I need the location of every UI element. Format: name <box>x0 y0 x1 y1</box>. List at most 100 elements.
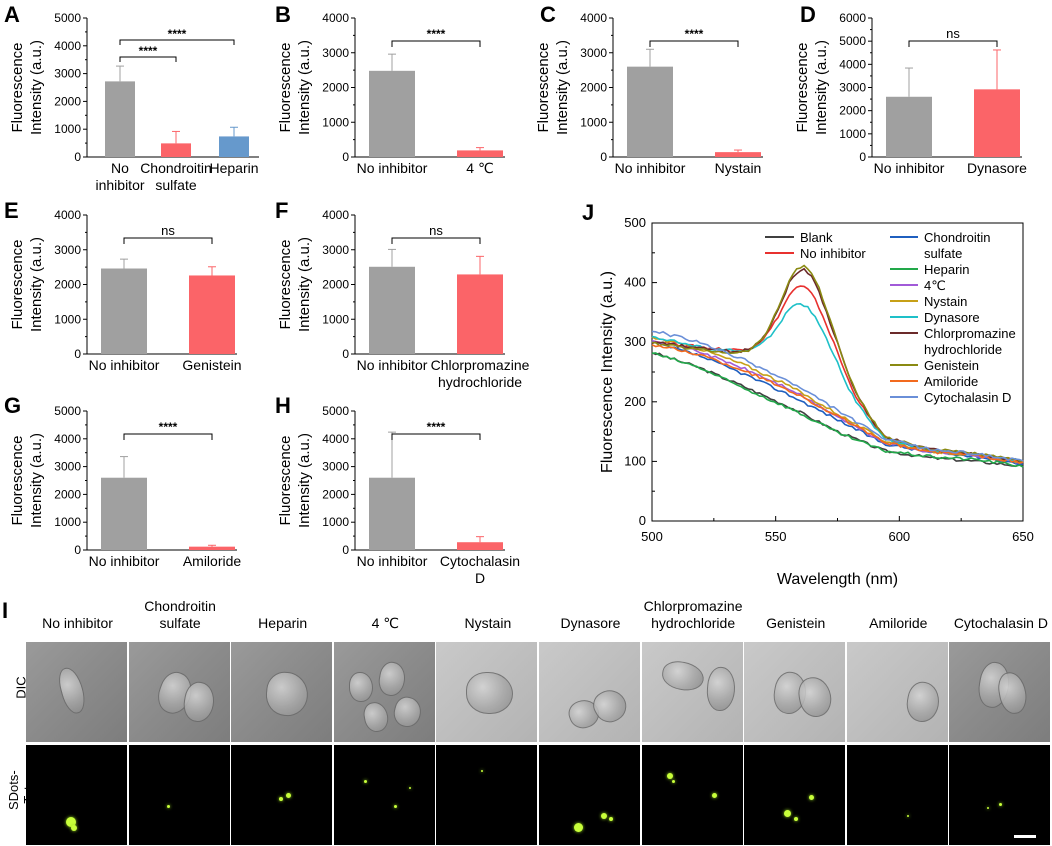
cell-shape <box>659 658 706 694</box>
category-label-line: hydrochloride <box>438 374 522 390</box>
bar-1 <box>189 546 235 550</box>
y-tick-label: 4000 <box>322 208 349 222</box>
category-label-line: No inhibitor <box>89 357 160 373</box>
category-label-line: No inhibitor <box>89 553 160 569</box>
y-tick-label: 100 <box>624 453 646 468</box>
significance-bracket <box>391 237 481 244</box>
legend-label: 4℃ <box>924 278 946 293</box>
category-label: No inhibitor <box>357 160 428 176</box>
bar-0 <box>627 66 673 157</box>
bar-0 <box>101 477 147 550</box>
bar-0 <box>101 268 147 354</box>
y-tick-label: 2000 <box>54 278 81 292</box>
category-label: No inhibitor <box>89 357 160 373</box>
significance-bracket <box>649 40 739 47</box>
category-label-line: Amiloride <box>183 553 242 569</box>
panel-letter-j: J <box>582 200 594 225</box>
category-label: No inhibitor <box>615 160 686 176</box>
y-axis-label: Fluorescence Intensity (a.u.) <box>9 237 45 332</box>
y-tick-label: 2000 <box>322 81 349 95</box>
fluorescent-spot <box>671 780 675 783</box>
category-label-line: Nystain <box>715 160 762 176</box>
dic-image-1 <box>128 642 230 742</box>
bar-1 <box>161 143 191 157</box>
category-label-line: No inhibitor <box>615 160 686 176</box>
category-label-line: No inhibitor <box>874 160 945 176</box>
category-label: Dynasore <box>967 160 1027 176</box>
bar-0 <box>369 477 415 550</box>
fluorescent-spot <box>784 810 792 817</box>
fluorescent-spot <box>363 780 367 783</box>
fluorescence-image-5 <box>539 745 640 845</box>
category-label: Amiloride <box>183 553 242 569</box>
y-tick-label: 1000 <box>54 122 81 136</box>
y-axis-label-line: Fluorescence <box>277 42 294 132</box>
y-axis-label-line: Intensity (a.u.) <box>813 40 830 135</box>
y-tick-label: 3000 <box>580 46 607 60</box>
column-label-5: Dynasore <box>560 615 621 631</box>
panel-letter-b: B <box>275 2 291 27</box>
y-tick-label: 4000 <box>322 11 349 25</box>
fluorescent-spot <box>286 793 292 798</box>
y-tick-label: 3000 <box>839 81 866 95</box>
fluorescent-spot <box>711 793 717 798</box>
y-tick-label: 1000 <box>580 115 607 129</box>
y-axis-label: Fluorescence Intensity (a.u.) <box>9 433 45 528</box>
y-axis-label-line: Intensity (a.u.) <box>296 237 313 332</box>
y-axis-label-line: Intensity (a.u.) <box>28 433 45 528</box>
category-label: Chondroitin sulfate <box>140 160 212 193</box>
bar-1 <box>189 275 235 354</box>
category-label: No inhibitor <box>357 357 428 373</box>
bar-1 <box>715 152 761 157</box>
y-tick-label: 4000 <box>322 432 349 446</box>
y-tick-label: 0 <box>342 150 349 164</box>
dic-image-7 <box>744 642 846 742</box>
column-label-2: Heparin <box>258 615 308 631</box>
y-axis-label: Fluorescence Intensity (a.u.) <box>277 40 313 135</box>
dic-image-2 <box>231 642 333 742</box>
y-tick-label: 0 <box>600 150 607 164</box>
y-tick-label: 3000 <box>54 243 81 257</box>
cell-shape <box>903 679 943 725</box>
category-label-line: inhibitor <box>95 177 144 193</box>
legend-label: Chondroitin <box>924 230 991 245</box>
y-tick-label: 0 <box>342 347 349 361</box>
cell-shape <box>466 672 514 714</box>
bar-0 <box>369 70 415 157</box>
y-tick-label: 4000 <box>54 432 81 446</box>
fluorescence-image-1 <box>128 745 230 845</box>
cell-shape <box>348 672 373 702</box>
cell-shape <box>795 674 835 720</box>
dic-image-8 <box>846 642 948 742</box>
category-label: 4 ℃ <box>466 160 493 176</box>
dic-image-6 <box>641 642 743 742</box>
y-axis-label-line: Fluorescence <box>9 239 26 329</box>
panel-letter-c: C <box>540 2 556 27</box>
fluorescence-image-0 <box>26 745 127 845</box>
bar-1 <box>457 542 503 550</box>
cell-shape <box>376 660 408 698</box>
series-line-0 <box>651 352 1024 468</box>
panel-letter-g: G <box>4 393 21 418</box>
y-axis-label-line: Intensity (a.u.) <box>554 40 571 135</box>
y-tick-label: 5000 <box>54 11 81 25</box>
y-tick-label: 4000 <box>54 208 81 222</box>
significance-bracket <box>119 39 235 45</box>
y-tick-label: 4000 <box>54 39 81 53</box>
category-label: No inhibitor <box>874 160 945 176</box>
fluorescent-spot <box>574 823 583 832</box>
legend-label: Genistein <box>924 358 979 373</box>
cell-shape <box>704 665 737 713</box>
y-axis-label-line: Intensity (a.u.) <box>296 40 313 135</box>
panel-letter-e: E <box>4 198 19 223</box>
bar-1 <box>974 89 1020 157</box>
fluorescent-spot <box>408 787 411 789</box>
y-tick-label: 3000 <box>54 460 81 474</box>
cell-shape <box>55 664 89 717</box>
y-axis-label: Fluorescence Intensity (a.u.) <box>794 40 830 135</box>
fluorescent-spot <box>987 807 990 809</box>
chart-h: H 0 1000 2000 3000 4000 5000 Fluorescence Intens… <box>275 393 520 586</box>
y-tick-label: 0 <box>859 150 866 164</box>
bar-1 <box>457 274 503 354</box>
